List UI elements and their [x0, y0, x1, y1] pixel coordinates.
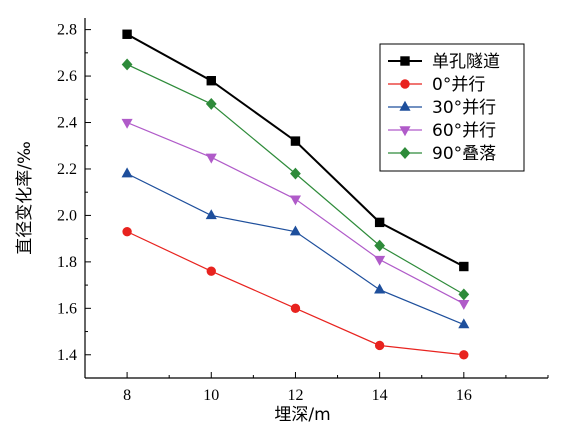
series-line	[126, 231, 464, 356]
series-4	[121, 118, 470, 310]
y-tick-label: 1.8	[57, 254, 77, 271]
data-point	[205, 209, 217, 220]
legend-marker	[400, 79, 410, 89]
x-tick-label: 8	[123, 387, 131, 404]
legend-item: 0°并行	[388, 75, 485, 95]
y-tick-label: 2.4	[57, 115, 77, 132]
x-tick-label: 14	[372, 387, 388, 404]
series-2	[122, 226, 469, 360]
y-tick-label: 2.0	[57, 207, 77, 224]
axes: 1.4 1.6 1.8 2.0 2.2 2.4 2.6 2.8 8 10 12 14 16	[57, 18, 549, 404]
y-axis-title: 直径变化率/‰	[15, 141, 35, 255]
legend: 单孔隧道 0°并行 30°并行 60°并行 90°叠落	[379, 43, 525, 172]
data-point	[206, 266, 216, 276]
data-point	[374, 283, 386, 294]
legend-marker	[399, 100, 411, 111]
x-tick-label: 16	[456, 387, 472, 404]
y-tick-label: 1.6	[57, 300, 77, 317]
data-point	[458, 318, 470, 329]
data-point	[205, 97, 217, 110]
legend-item: 60°并行	[388, 121, 496, 141]
y-tick-label: 2.8	[57, 22, 77, 39]
data-point	[205, 153, 217, 164]
legend-label: 单孔隧道	[432, 52, 500, 72]
data-point	[374, 217, 385, 228]
data-point	[374, 255, 386, 266]
x-axis-title: 埋深/m	[274, 405, 330, 425]
legend-label: 30°并行	[432, 98, 496, 118]
data-point	[289, 195, 302, 206]
data-point	[121, 118, 133, 129]
data-point	[122, 226, 132, 237]
legend-label: 60°并行	[432, 121, 496, 141]
data-point	[122, 29, 132, 39]
data-point	[458, 299, 470, 310]
data-point	[458, 288, 470, 301]
data-point	[290, 167, 301, 180]
data-point	[374, 340, 385, 351]
series-layer	[121, 29, 470, 360]
legend-item: 90°叠落	[388, 144, 496, 164]
data-point	[459, 350, 469, 360]
y-tick-label: 2.2	[57, 161, 77, 178]
legend-item: 30°并行	[388, 98, 496, 118]
x-tick-label: 12	[287, 387, 303, 404]
data-point	[289, 225, 302, 236]
series-5	[121, 58, 470, 301]
legend-marker	[399, 147, 411, 159]
legend-label: 0°并行	[432, 75, 485, 95]
data-point	[290, 303, 301, 314]
data-point	[206, 76, 216, 86]
data-point	[121, 167, 133, 178]
series-1	[122, 29, 469, 272]
data-point	[121, 58, 133, 71]
data-point	[459, 261, 469, 272]
data-point	[374, 239, 386, 252]
series-3	[121, 167, 470, 329]
legend-marker	[399, 126, 411, 137]
y-tick-label: 1.4	[57, 347, 77, 364]
legend-item: 单孔隧道	[388, 52, 500, 72]
y-tick-label: 2.6	[57, 68, 77, 85]
data-point	[290, 136, 301, 146]
legend-label: 90°叠落	[432, 144, 496, 164]
legend-marker	[400, 56, 410, 66]
x-tick-label: 10	[203, 387, 219, 404]
